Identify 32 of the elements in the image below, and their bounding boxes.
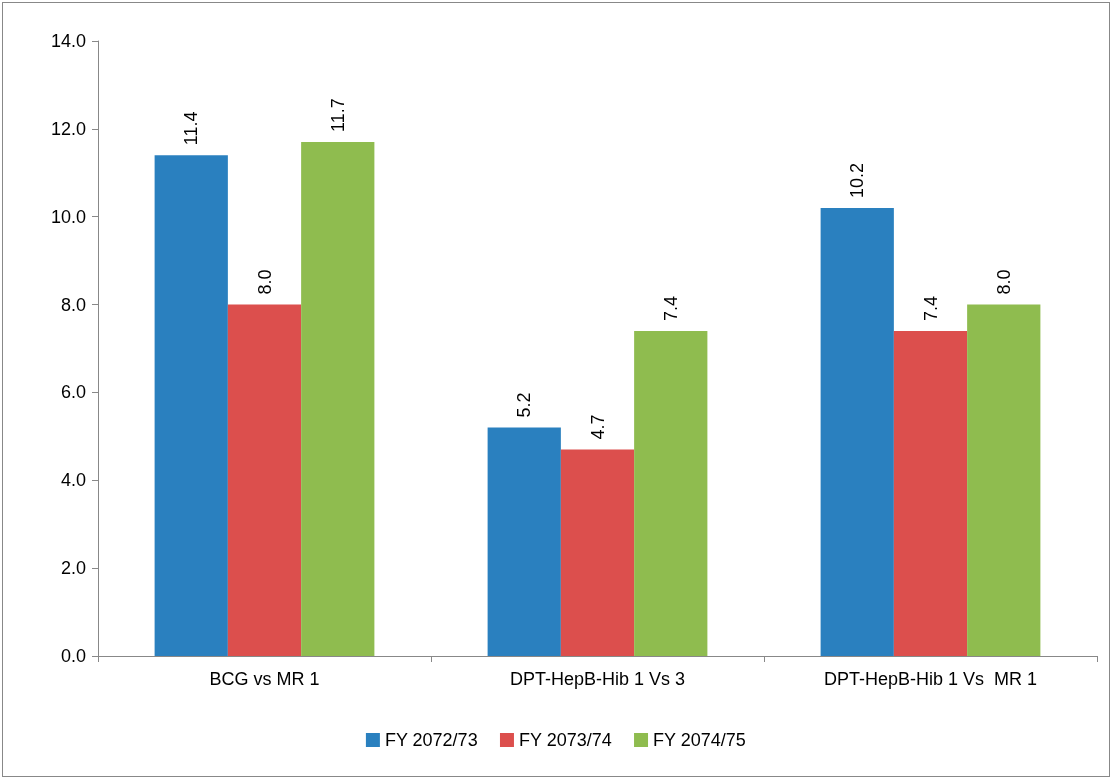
- y-tick-label: 6.0: [60, 382, 86, 403]
- bar: [820, 207, 894, 656]
- data-label: 7.4: [920, 295, 941, 321]
- bar: [301, 142, 375, 656]
- bar: [967, 304, 1041, 656]
- data-label: 11.4: [181, 111, 202, 146]
- data-label: 11.7: [327, 98, 348, 133]
- legend-label: FY 2072/73: [384, 730, 478, 750]
- x-tick-label: DPT-HepB-Hib 1 Vs MR 1: [823, 669, 1038, 689]
- y-tick-label: 0.0: [60, 646, 86, 666]
- y-tick-label: 2.0: [60, 558, 86, 579]
- data-label: 10.2: [847, 162, 868, 198]
- data-label: 7.4: [660, 295, 681, 321]
- legend-label: FY 2073/74: [518, 730, 612, 750]
- y-tick-label: 14.0: [50, 31, 86, 51]
- bar: [154, 155, 228, 656]
- x-tick-label: BCG vs MR 1: [209, 669, 320, 689]
- bar: [893, 330, 968, 656]
- y-tick-label: 10.0: [50, 206, 86, 227]
- y-tick-label: 8.0: [60, 294, 86, 315]
- bar: [560, 449, 635, 656]
- y-tick-label: 12.0: [50, 118, 86, 139]
- bar: [634, 330, 708, 656]
- x-tick-label: DPT-HepB-Hib 1 Vs 3: [509, 669, 686, 689]
- data-label: 8.0: [993, 269, 1014, 295]
- y-tick-label: 4.0: [60, 470, 86, 491]
- data-label: 8.0: [254, 269, 275, 295]
- bar: [487, 427, 561, 656]
- data-label: 4.7: [587, 414, 608, 440]
- legend-label: FY 2074/75: [653, 730, 746, 750]
- bar: [227, 304, 302, 656]
- data-label: 5.2: [514, 392, 535, 418]
